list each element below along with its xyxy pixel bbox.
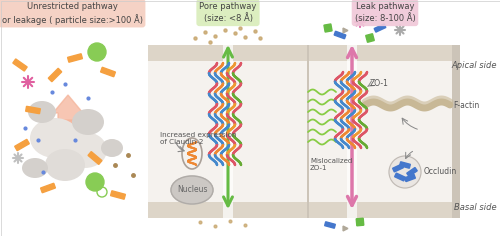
Text: Increased expression
of Claudin-2: Increased expression of Claudin-2: [160, 132, 236, 146]
Text: Mislocalized
ZO-1: Mislocalized ZO-1: [310, 158, 352, 171]
Ellipse shape: [63, 132, 107, 168]
Ellipse shape: [22, 158, 48, 178]
Bar: [356, 218, 364, 226]
Ellipse shape: [28, 101, 56, 123]
Bar: [407, 168, 417, 177]
Bar: [223, 45, 233, 218]
Ellipse shape: [30, 118, 80, 158]
Text: Unrestricted pathway
or leakage ( particle size:>100 Å): Unrestricted pathway or leakage ( partic…: [2, 2, 142, 25]
Bar: [404, 174, 415, 181]
Circle shape: [86, 173, 104, 191]
Bar: [148, 202, 460, 218]
Text: F-actin: F-actin: [453, 101, 479, 110]
Bar: [366, 34, 374, 42]
Ellipse shape: [101, 139, 123, 157]
Bar: [347, 45, 357, 218]
Text: ZO-1: ZO-1: [370, 79, 389, 88]
Bar: [48, 68, 62, 82]
Bar: [148, 45, 460, 218]
Bar: [374, 24, 386, 32]
Bar: [324, 24, 332, 32]
Bar: [14, 139, 30, 151]
Text: Leak pathway
(size: 8-100 Å): Leak pathway (size: 8-100 Å): [354, 2, 416, 23]
Text: Apical side: Apical side: [452, 60, 497, 69]
Bar: [394, 173, 406, 181]
Circle shape: [389, 156, 421, 188]
Text: Occludin: Occludin: [424, 168, 457, 177]
Bar: [110, 191, 126, 199]
Bar: [334, 31, 346, 39]
Ellipse shape: [72, 109, 104, 135]
Bar: [452, 45, 460, 218]
Text: Basal side: Basal side: [454, 203, 497, 212]
Bar: [100, 67, 116, 77]
Circle shape: [88, 43, 106, 61]
Ellipse shape: [171, 176, 213, 204]
Text: Pore pathway
(size: <8 Å): Pore pathway (size: <8 Å): [200, 2, 256, 23]
Bar: [13, 59, 27, 71]
Ellipse shape: [45, 149, 85, 181]
Bar: [68, 54, 82, 62]
Bar: [324, 222, 336, 228]
Bar: [40, 183, 56, 193]
Bar: [26, 106, 40, 114]
FancyArrow shape: [53, 95, 83, 155]
FancyArrow shape: [53, 120, 83, 175]
Text: Nucleus: Nucleus: [177, 185, 208, 194]
Bar: [392, 164, 404, 172]
Bar: [88, 152, 102, 164]
Bar: [148, 45, 460, 61]
Bar: [400, 162, 410, 168]
Bar: [307, 45, 309, 218]
